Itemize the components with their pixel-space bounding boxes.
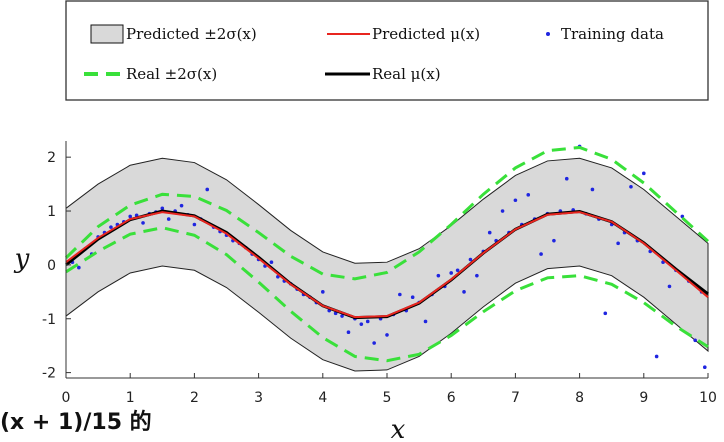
y-axis-ticks: 2 1 0 -1 -2 [42,150,71,382]
training-data-point [436,273,441,278]
training-data-point [128,214,132,219]
x-tick-label: 1 [126,390,135,406]
y-tick-label: -1 [42,312,56,328]
legend-label-real-mu: Real μ(x) [372,65,441,83]
training-data-point [346,330,351,335]
legend-item-training-data: Training data [546,25,664,43]
x-axis-ticks: 0 1 2 3 4 5 6 7 8 9 10 [62,373,717,406]
training-data-point [423,319,428,324]
training-data-point [629,184,633,189]
training-data-point [192,222,197,227]
plot-area [64,144,710,372]
y-tick-label: 1 [47,204,56,220]
training-data-point [398,292,402,297]
y-tick-label: 2 [47,150,56,166]
x-tick-label: 5 [383,390,392,406]
legend-label-predicted-mu: Predicted μ(x) [372,25,480,43]
training-data-point [526,193,531,197]
y-tick-label: -2 [42,366,56,382]
x-tick-label: 3 [254,390,263,406]
legend-swatch-training-data [546,32,550,36]
training-data-point [462,290,466,294]
training-data-point [468,257,473,262]
legend-item-real-band: Real ±2σ(x) [84,65,217,83]
legend-box [65,0,709,101]
legend-swatch-predicted-band [90,24,124,44]
training-data-point [702,365,707,370]
training-data-point [693,338,697,343]
training-data-point [475,273,479,278]
training-data-point [449,271,454,275]
training-data-point [321,290,325,294]
predicted-uncertainty-band [65,157,709,372]
predicted-mean-line [65,211,709,319]
training-data-point [385,333,389,337]
y-axis-label: y [14,244,30,274]
x-tick-label: 8 [575,390,584,406]
legend: Predicted ±2σ(x) Predicted μ(x) Training… [65,0,709,101]
training-data-point [564,176,569,181]
x-tick-label: 0 [62,390,71,406]
training-data-point [654,354,659,359]
training-data-point [340,314,344,318]
training-data-point [455,268,460,273]
x-tick-label: 9 [639,390,648,406]
training-data-point [166,217,171,221]
training-data-point [410,295,415,300]
training-data-point [513,198,518,203]
real-upper-bound-line [64,145,710,281]
x-tick-label: 6 [447,390,456,406]
legend-item-predicted-mu: Predicted μ(x) [327,25,480,43]
training-data-point [359,322,364,326]
legend-item-real-mu: Real μ(x) [325,65,441,83]
training-data-point [616,241,620,246]
training-data-point [77,265,81,270]
real-lower-bound-line [65,226,709,363]
legend-label-predicted-band: Predicted ±2σ(x) [126,25,257,43]
cropped-caption-text: (x + 1)/15 的 [0,409,152,435]
training-data-point [642,171,646,176]
x-tick-label: 10 [699,390,717,406]
training-data-point [160,206,165,211]
x-axis-label: x [391,415,406,442]
x-tick-label: 4 [318,390,327,406]
training-data-point [500,209,505,213]
x-tick-label: 2 [190,390,199,406]
training-data-point [603,311,608,316]
training-data-point [365,319,370,324]
legend-label-real-band: Real ±2σ(x) [126,65,217,83]
legend-item-predicted-band: Predicted ±2σ(x) [90,24,257,44]
legend-label-training-data: Training data [561,25,664,43]
training-data-point [372,341,376,345]
training-data-point [539,252,543,256]
training-data-point [269,260,274,264]
x-tick-label: 7 [511,390,520,406]
training-data-point [141,221,145,225]
training-data-point [590,187,595,192]
training-data-point [205,187,210,192]
training-data-point [179,203,184,208]
training-data-point [667,284,672,289]
axes: 0 1 2 3 4 5 6 7 8 9 10 210-1-2 x y [14,141,717,442]
y-tick-label: 0 [47,258,56,274]
training-data-point [552,238,556,243]
training-data-point [109,225,113,229]
training-data-point [487,230,492,235]
